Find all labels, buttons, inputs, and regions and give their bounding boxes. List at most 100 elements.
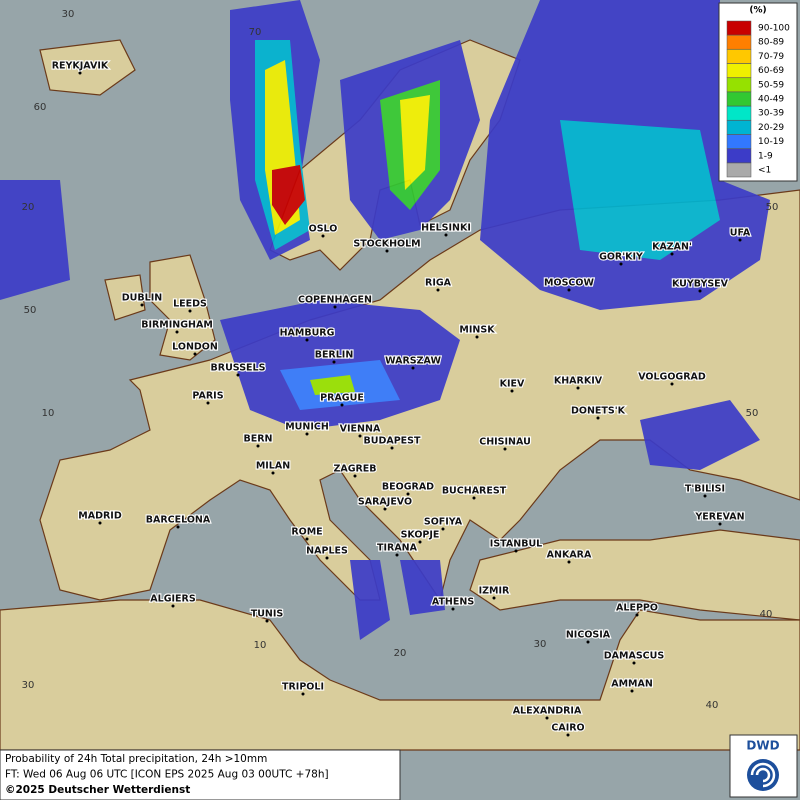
legend-unit: (%) xyxy=(749,6,766,16)
city-label: ZAGREB xyxy=(333,464,376,475)
footer: Probability of 24h Total precipitation, … xyxy=(0,749,401,800)
city-label: GOR'KIY xyxy=(599,252,643,263)
logo-text: DWD xyxy=(746,739,779,753)
city-dot xyxy=(333,305,337,309)
city-label: RIGA xyxy=(425,278,452,289)
city-label: KAZAN' xyxy=(652,242,692,253)
graticule-label: 30 xyxy=(22,680,35,691)
city-label: NICOSIA xyxy=(566,630,611,641)
graticule-label: 30 xyxy=(534,639,547,650)
city-label: REYKJAVIK xyxy=(52,61,109,72)
city-dot xyxy=(383,507,387,511)
city-dot xyxy=(436,288,440,292)
city-label: WARSZAW xyxy=(385,356,441,367)
city-dot xyxy=(596,416,600,420)
graticule-label: 10 xyxy=(42,408,55,419)
city-label: ALGIERS xyxy=(150,594,196,605)
city-dot xyxy=(171,604,175,608)
city-dot xyxy=(236,373,240,377)
graticule-label: 40 xyxy=(706,700,719,711)
city-dot xyxy=(271,471,275,475)
city-dot xyxy=(175,330,179,334)
city-label: COPENHAGEN xyxy=(298,295,372,306)
city-label: HELSINKI xyxy=(421,223,471,234)
graticule-label: 60 xyxy=(34,102,47,113)
city-dot xyxy=(193,352,197,356)
city-label: BERN xyxy=(244,434,273,445)
city-label: DUBLIN xyxy=(122,293,162,304)
city-label: BERLIN xyxy=(315,350,354,361)
city-label: ISTANBUL xyxy=(490,539,542,550)
city-dot xyxy=(321,234,325,238)
city-label: YEREVAN xyxy=(694,512,744,523)
city-label: DONETS'K xyxy=(571,406,626,417)
city-label: CAIRO xyxy=(551,723,584,734)
city-dot xyxy=(325,556,329,560)
graticule-label: 20 xyxy=(394,648,407,659)
city-label: STOCKHOLM xyxy=(353,239,420,250)
city-dot xyxy=(305,537,309,541)
city-label: BRUSSELS xyxy=(211,363,266,374)
legend-swatch xyxy=(726,77,752,93)
city-dot xyxy=(188,309,192,313)
city-label: MILAN xyxy=(256,461,290,472)
city-dot xyxy=(567,560,571,564)
city-dot xyxy=(635,613,639,617)
legend: (%) 90-100 80-89 70-79 60-69 50-59 40-49 30-39… xyxy=(718,2,798,182)
city-label: VOLGOGRAD xyxy=(638,372,706,383)
city-dot xyxy=(444,233,448,237)
legend-label: 10-19 xyxy=(758,137,784,147)
city-dot xyxy=(301,692,305,696)
legend-swatch xyxy=(726,134,752,149)
legend-label: 20-29 xyxy=(758,123,784,133)
city-label: CHISINAU xyxy=(479,437,531,448)
city-dot xyxy=(718,522,722,526)
city-label: TUNIS xyxy=(251,609,284,620)
city-dot xyxy=(305,432,309,436)
city-label: BEOGRAD xyxy=(382,482,434,493)
city-dot xyxy=(418,540,422,544)
city-label: UFA xyxy=(730,228,751,239)
graticule-label: 70 xyxy=(249,27,262,38)
city-dot xyxy=(353,474,357,478)
legend-swatch xyxy=(726,91,752,107)
city-dot xyxy=(340,403,344,407)
city-dot xyxy=(406,492,410,496)
city-label: AMMAN xyxy=(611,679,653,690)
legend-swatch xyxy=(726,162,752,178)
city-label: T'BILISI xyxy=(685,484,725,495)
graticule-label: 10 xyxy=(254,640,267,651)
legend-label: 50-59 xyxy=(758,80,784,90)
legend-label: 70-79 xyxy=(758,52,784,62)
city-dot xyxy=(545,716,549,720)
city-label: NAPLES xyxy=(306,546,348,557)
city-label: IZMIR xyxy=(479,586,510,597)
legend-label: <1 xyxy=(758,166,771,176)
city-label: PARIS xyxy=(192,391,223,402)
footer-line: ©2025 Deutscher Wetterdienst xyxy=(5,784,190,796)
city-dot xyxy=(395,553,399,557)
graticule-label: 50 xyxy=(766,202,779,213)
city-dot xyxy=(514,549,518,553)
legend-swatch xyxy=(726,148,752,164)
precipitation xyxy=(0,0,770,640)
city-dot xyxy=(358,434,362,438)
city-dot xyxy=(390,446,394,450)
city-label: MUNICH xyxy=(285,422,329,433)
legend-swatch xyxy=(726,49,752,64)
city-label: BUCHAREST xyxy=(442,486,507,497)
city-label: BIRMINGHAM xyxy=(141,320,213,331)
city-label: SARAJEVO xyxy=(358,497,412,508)
city-dot xyxy=(385,249,389,253)
city-label: ALEXANDRIA xyxy=(513,706,582,717)
graticule-label: 40 xyxy=(760,609,773,620)
city-dot xyxy=(256,444,260,448)
city-dot xyxy=(586,640,590,644)
city-dot xyxy=(78,71,82,75)
legend-label: 90-100 xyxy=(758,24,790,34)
footer-line: Probability of 24h Total precipitation, … xyxy=(5,753,267,765)
city-dot xyxy=(475,335,479,339)
city-dot xyxy=(176,525,180,529)
city-dot xyxy=(510,389,514,393)
city-label: SKOPJE xyxy=(401,530,440,541)
